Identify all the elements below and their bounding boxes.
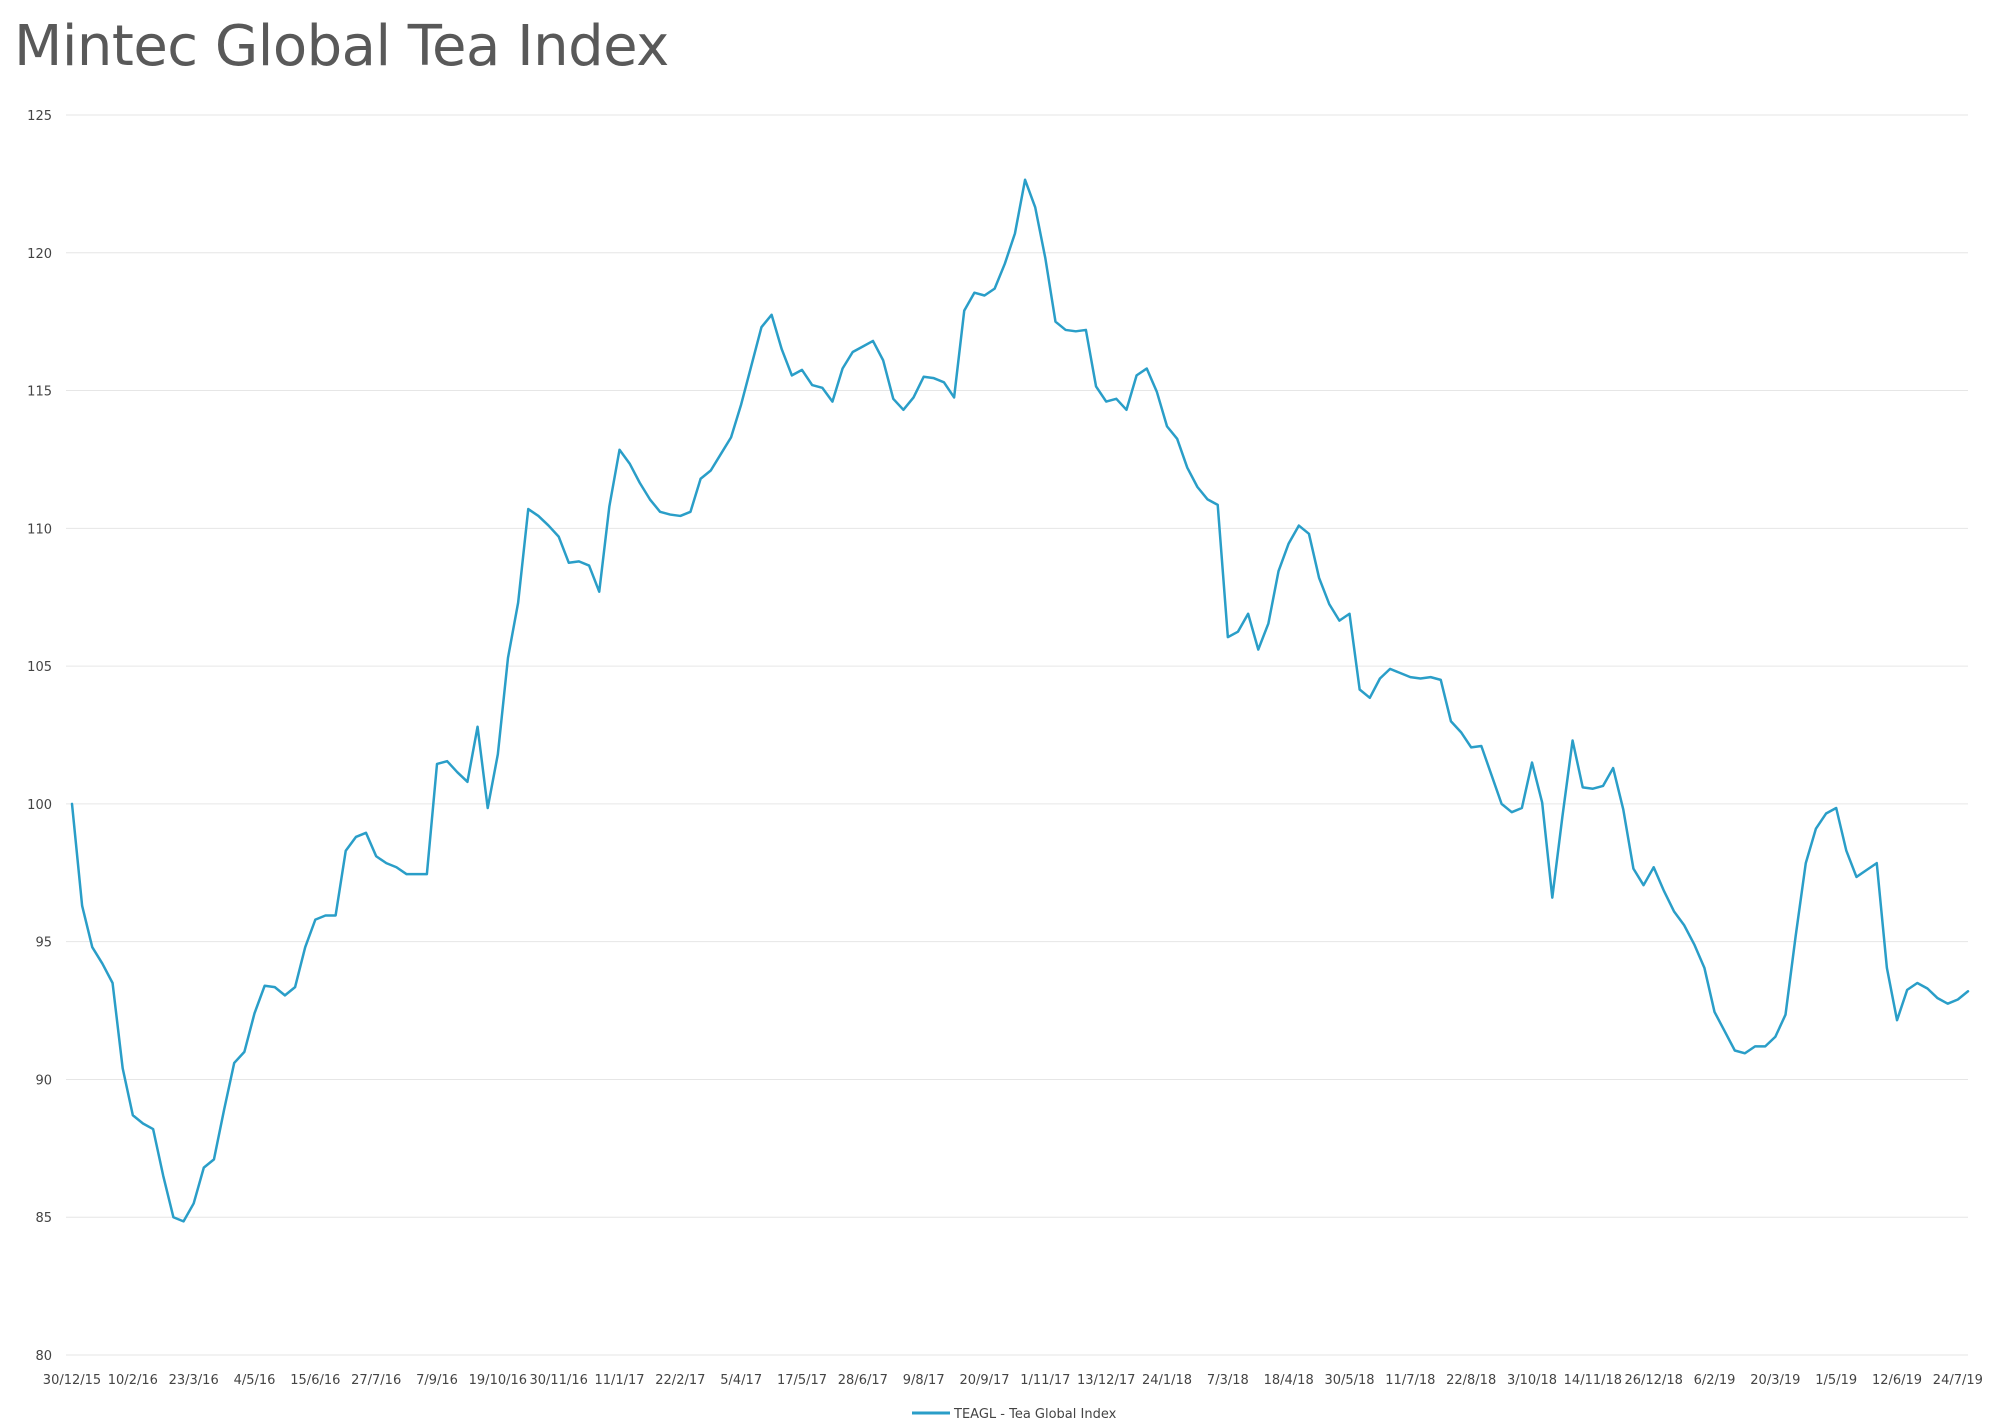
- y-axis-tick-labels: 80 85 90 95 100 105 110 115 120 125: [27, 109, 52, 1364]
- x-axis-tick-labels: 30/12/15 10/2/16 23/3/16 4/5/16 15/6/16 27/7/…: [43, 1373, 1983, 1388]
- y-tick-label: 95: [35, 936, 52, 951]
- x-tick-label: 1/11/17: [1020, 1373, 1070, 1388]
- x-tick-label: 7/9/16: [416, 1373, 458, 1388]
- x-tick-label: 11/1/17: [594, 1373, 644, 1388]
- x-tick-label: 9/8/17: [903, 1373, 945, 1388]
- x-tick-label: 26/12/18: [1624, 1373, 1682, 1388]
- series-line-teagl: [70, 178, 1970, 1223]
- y-tick-label: 115: [27, 385, 52, 400]
- x-tick-label: 24/7/19: [1933, 1373, 1983, 1388]
- x-tick-label: 30/5/18: [1324, 1373, 1374, 1388]
- y-tick-label: 100: [27, 798, 52, 813]
- x-tick-label: 22/2/17: [655, 1373, 705, 1388]
- x-tick-label: 3/10/18: [1507, 1373, 1557, 1388]
- y-tick-label: 120: [27, 247, 52, 262]
- x-tick-label: 30/11/16: [529, 1373, 587, 1388]
- x-tick-label: 13/12/17: [1077, 1373, 1135, 1388]
- y-tick-label: 125: [27, 109, 52, 124]
- x-tick-label: 14/11/18: [1564, 1373, 1622, 1388]
- x-tick-label: 1/5/19: [1815, 1373, 1857, 1388]
- x-tick-label: 4/5/16: [234, 1373, 276, 1388]
- x-tick-label: 10/2/16: [108, 1373, 158, 1388]
- series-layer: [70, 178, 1970, 1223]
- x-tick-label: 23/3/16: [169, 1373, 219, 1388]
- gridlines: [66, 114, 1968, 1356]
- chart-title: Mintec Global Tea Index: [14, 14, 669, 79]
- y-tick-label: 85: [35, 1211, 52, 1226]
- legend-label: TEAGL - Tea Global Index: [953, 1407, 1117, 1422]
- x-tick-label: 30/12/15: [43, 1373, 101, 1388]
- x-tick-label: 24/1/18: [1142, 1373, 1192, 1388]
- x-tick-label: 20/9/17: [959, 1373, 1009, 1388]
- x-tick-label: 17/5/17: [777, 1373, 827, 1388]
- x-tick-label: 7/3/18: [1207, 1373, 1249, 1388]
- x-tick-label: 6/2/19: [1694, 1373, 1736, 1388]
- y-tick-label: 105: [27, 660, 52, 675]
- x-tick-label: 5/4/17: [720, 1373, 762, 1388]
- x-tick-label: 11/7/18: [1385, 1373, 1435, 1388]
- x-tick-label: 22/8/18: [1446, 1373, 1496, 1388]
- x-tick-label: 27/7/16: [351, 1373, 401, 1388]
- x-tick-label: 15/6/16: [290, 1373, 340, 1388]
- y-tick-label: 80: [35, 1349, 52, 1364]
- x-tick-label: 18/4/18: [1264, 1373, 1314, 1388]
- y-tick-label: 110: [27, 522, 52, 537]
- x-tick-label: 19/10/16: [469, 1373, 527, 1388]
- y-tick-label: 90: [35, 1073, 52, 1088]
- x-tick-label: 20/3/19: [1750, 1373, 1800, 1388]
- x-tick-label: 12/6/19: [1872, 1373, 1922, 1388]
- legend: TEAGL - Tea Global Index: [912, 1407, 1117, 1422]
- x-tick-label: 28/6/17: [838, 1373, 888, 1388]
